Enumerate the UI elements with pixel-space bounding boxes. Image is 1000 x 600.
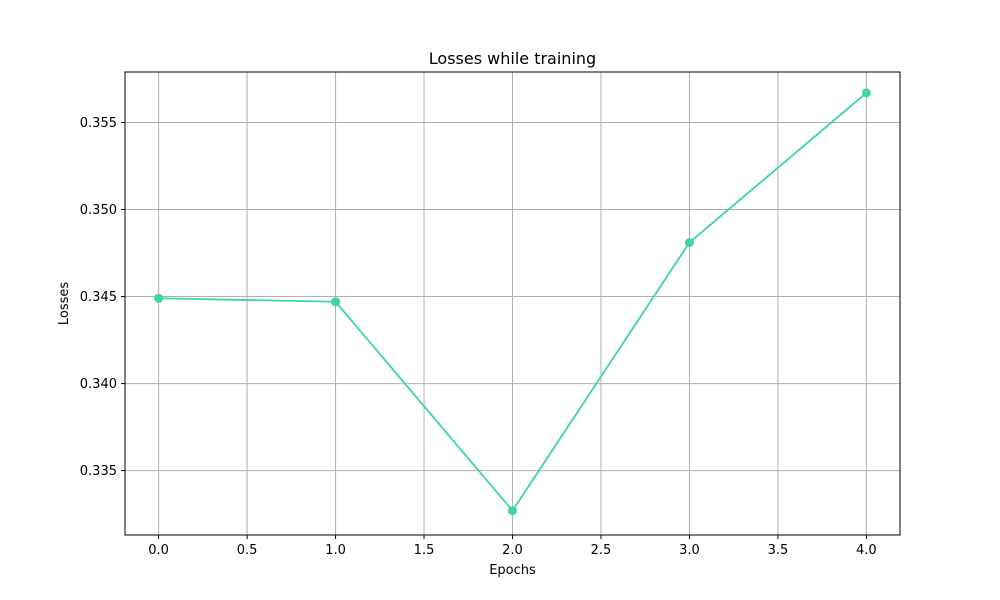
y-tick-label: 0.345 bbox=[80, 290, 117, 305]
x-tick-label: 3.0 bbox=[679, 543, 700, 558]
x-tick-label: 4.0 bbox=[856, 543, 877, 558]
data-point bbox=[154, 293, 164, 303]
x-tick-label: 3.5 bbox=[768, 543, 789, 558]
y-axis-ticks: 0.335 0.340 0.345 0.350 0.355 bbox=[80, 116, 125, 479]
data-point bbox=[331, 297, 341, 307]
data-point bbox=[861, 88, 871, 98]
grid bbox=[125, 72, 900, 535]
x-tick-label: 2.5 bbox=[591, 543, 612, 558]
y-axis-label: Losses bbox=[57, 282, 72, 326]
x-axis-label: Epochs bbox=[489, 563, 536, 578]
data-series bbox=[154, 88, 871, 516]
x-tick-label: 1.0 bbox=[325, 543, 346, 558]
y-tick-label: 0.355 bbox=[80, 116, 117, 131]
x-tick-label: 0.5 bbox=[237, 543, 258, 558]
y-tick-label: 0.335 bbox=[80, 464, 117, 479]
chart-title: Losses while training bbox=[429, 49, 596, 68]
y-tick-label: 0.350 bbox=[80, 203, 117, 218]
x-tick-label: 2.0 bbox=[502, 543, 523, 558]
data-point bbox=[684, 238, 694, 248]
x-tick-label: 0.0 bbox=[148, 543, 169, 558]
data-point bbox=[508, 506, 517, 516]
x-axis-ticks: 0.0 0.5 1.0 1.5 2.0 2.5 3.0 3.5 4.0 bbox=[148, 535, 877, 558]
x-tick-label: 1.5 bbox=[414, 543, 435, 558]
y-tick-label: 0.340 bbox=[80, 377, 117, 392]
